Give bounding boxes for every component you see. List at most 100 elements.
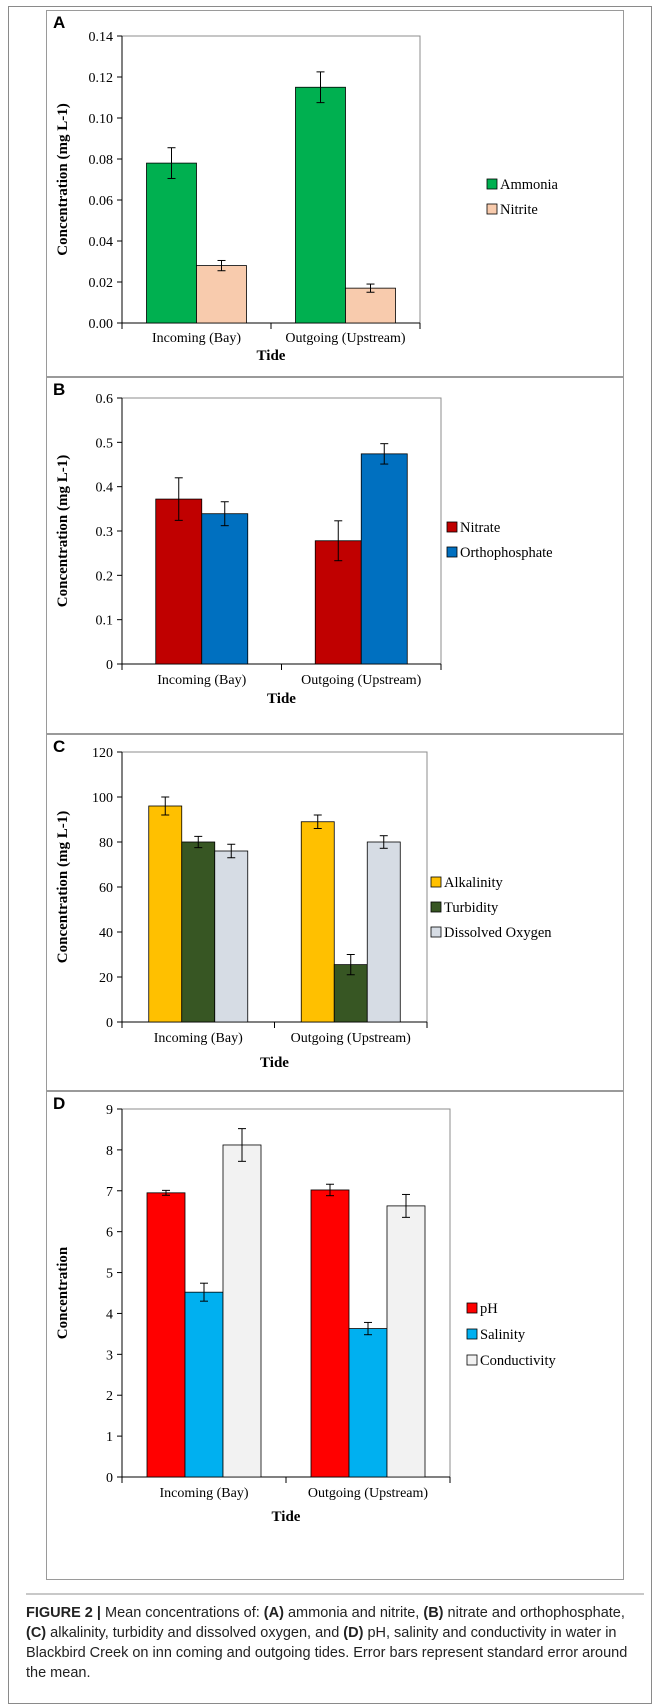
- y-tick-label: 1: [106, 1430, 113, 1445]
- caption-ref-a: (A): [263, 1605, 284, 1621]
- x-axis-title: Tide: [257, 348, 286, 364]
- bar-alkalinity: [300, 821, 335, 1023]
- panel-letter: D: [53, 1094, 66, 1113]
- y-axis-title: Concentration (mg L-1): [55, 455, 71, 607]
- bar-turbidity: [181, 841, 216, 1023]
- y-tick-label: 7: [106, 1185, 113, 1200]
- y-tick-label: 0: [106, 658, 113, 673]
- y-tick-label: 2: [106, 1389, 113, 1404]
- y-tick-label: 0.14: [89, 30, 114, 45]
- legend-label: Nitrite: [500, 202, 538, 218]
- legend-swatch: [486, 178, 498, 190]
- y-tick-label: 0: [106, 1016, 113, 1031]
- y-tick-label: 0.2: [96, 569, 114, 584]
- caption-text: pH, salinity and conductivity in water i…: [26, 1625, 628, 1681]
- legend-swatch: [430, 876, 442, 888]
- legend-swatch: [466, 1302, 478, 1314]
- x-axis-title: Tide: [267, 691, 296, 707]
- legend-swatch: [466, 1328, 478, 1340]
- y-axis-title: Concentration (mg L-1): [55, 811, 71, 963]
- legend-swatch: [486, 203, 498, 215]
- y-tick-label: 5: [106, 1267, 113, 1282]
- x-tick-label: Outgoing (Upstream): [291, 1031, 411, 1046]
- panel-d: 0 1 2 3 4 5 6 7 8 9 Incoming (Bay) Outgoing (Upstre…: [46, 1091, 624, 1580]
- chart-svg: 0.00 0.02 0.04 0.06 0.08 0.10 0.12 0.14 Incoming…: [55, 30, 559, 364]
- bar-ammonia: [146, 162, 197, 324]
- y-tick-label: 100: [92, 791, 113, 806]
- bar-orthophosphate: [360, 453, 408, 665]
- y-tick-label: 0.6: [96, 392, 114, 407]
- panel-letter: B: [53, 380, 66, 399]
- x-tick-label: Incoming (Bay): [152, 331, 241, 346]
- legend-swatch: [430, 901, 442, 913]
- y-tick-label: 0.5: [96, 436, 114, 451]
- bar-ph: [146, 1192, 186, 1478]
- x-tick-label: Outgoing (Upstream): [285, 331, 405, 346]
- chart-svg: 0 20 40 60 80 100 120 Incoming (Bay) Outgoing (U…: [55, 746, 552, 1071]
- chart-svg: 0 1 2 3 4 5 6 7 8 9 Incoming (Bay) Outgoing (Upstre…: [55, 1103, 556, 1525]
- bar-salinity: [348, 1328, 388, 1478]
- bar-nitrite: [345, 287, 396, 324]
- y-axis-title: Concentration: [55, 1246, 71, 1339]
- y-tick-label: 0.06: [89, 194, 114, 209]
- panel-b: 0 0.1 0.2 0.3 0.4 0.5 0.6 Incoming (Bay) Outgoin…: [46, 377, 624, 734]
- bar-ph: [310, 1189, 350, 1478]
- y-tick-label: 40: [99, 926, 113, 941]
- y-tick-label: 6: [106, 1226, 113, 1241]
- x-tick-label: Incoming (Bay): [159, 1486, 248, 1501]
- y-tick-label: 0: [106, 1471, 113, 1486]
- y-tick-label: 60: [99, 881, 113, 896]
- y-tick-label: 0.02: [89, 276, 114, 291]
- caption-ref-d: (D): [343, 1625, 364, 1641]
- y-tick-label: 80: [99, 836, 113, 851]
- bar-conductivity: [222, 1144, 262, 1478]
- panel-c: 0 20 40 60 80 100 120 Incoming (Bay) Outgoing (U…: [46, 734, 624, 1091]
- y-tick-label: 0.4: [96, 481, 114, 496]
- legend-label: Salinity: [480, 1327, 526, 1343]
- legend-swatch: [466, 1354, 478, 1366]
- y-tick-label: 0.10: [89, 112, 114, 127]
- chart-svg: 0 0.1 0.2 0.3 0.4 0.5 0.6 Incoming (Bay) Outgoin…: [55, 392, 553, 707]
- y-tick-label: 120: [92, 746, 113, 761]
- legend-label: Alkalinity: [444, 875, 504, 891]
- x-tick-label: Outgoing (Upstream): [308, 1486, 428, 1501]
- caption-text: ammonia and nitrite,: [283, 1605, 424, 1621]
- y-tick-label: 0.1: [96, 614, 114, 629]
- y-tick-label: 0.04: [89, 235, 114, 250]
- caption-label: FIGURE 2 |: [26, 1605, 101, 1621]
- caption-ref-b: (B): [423, 1605, 444, 1621]
- bar-dissolved-oxygen: [214, 850, 249, 1023]
- panel-letter: C: [53, 737, 66, 756]
- bar-salinity: [184, 1291, 224, 1478]
- legend-label: Dissolved Oxygen: [444, 925, 552, 941]
- y-tick-label: 9: [106, 1103, 113, 1118]
- legend-label: Ammonia: [500, 177, 559, 193]
- x-tick-label: Outgoing (Upstream): [301, 673, 421, 688]
- legend-swatch: [446, 546, 458, 558]
- y-tick-label: 0.00: [89, 317, 114, 332]
- bar-orthophosphate: [201, 513, 249, 665]
- figure-border: [8, 6, 652, 1704]
- bar-conductivity: [386, 1205, 426, 1478]
- y-axis-title: Concentration (mg L-1): [55, 103, 71, 255]
- bar-nitrate: [155, 498, 203, 665]
- bar-ammonia: [295, 86, 346, 324]
- bar-dissolved-oxygen: [366, 841, 401, 1023]
- y-tick-label: 0.08: [89, 153, 114, 168]
- caption-text: nitrate and orthophosphate,: [443, 1605, 625, 1621]
- y-tick-label: 20: [99, 971, 113, 986]
- panel-letter: A: [53, 13, 66, 32]
- y-tick-label: 0.12: [89, 71, 114, 86]
- panel-a: 0.00 0.02 0.04 0.06 0.08 0.10 0.12 0.14 Incoming…: [46, 10, 624, 377]
- legend-label: Conductivity: [480, 1353, 556, 1369]
- y-tick-label: 8: [106, 1144, 113, 1159]
- x-tick-label: Incoming (Bay): [154, 1031, 243, 1046]
- bar-alkalinity: [148, 805, 183, 1023]
- y-tick-label: 3: [106, 1348, 113, 1363]
- y-tick-label: 0.3: [96, 525, 114, 540]
- x-tick-label: Incoming (Bay): [157, 673, 246, 688]
- legend-label: Turbidity: [444, 900, 499, 916]
- x-axis-title: Tide: [260, 1055, 289, 1071]
- x-axis-title: Tide: [272, 1509, 301, 1525]
- y-tick-label: 4: [106, 1307, 113, 1322]
